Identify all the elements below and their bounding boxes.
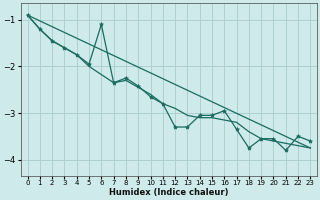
X-axis label: Humidex (Indice chaleur): Humidex (Indice chaleur) (109, 188, 229, 197)
